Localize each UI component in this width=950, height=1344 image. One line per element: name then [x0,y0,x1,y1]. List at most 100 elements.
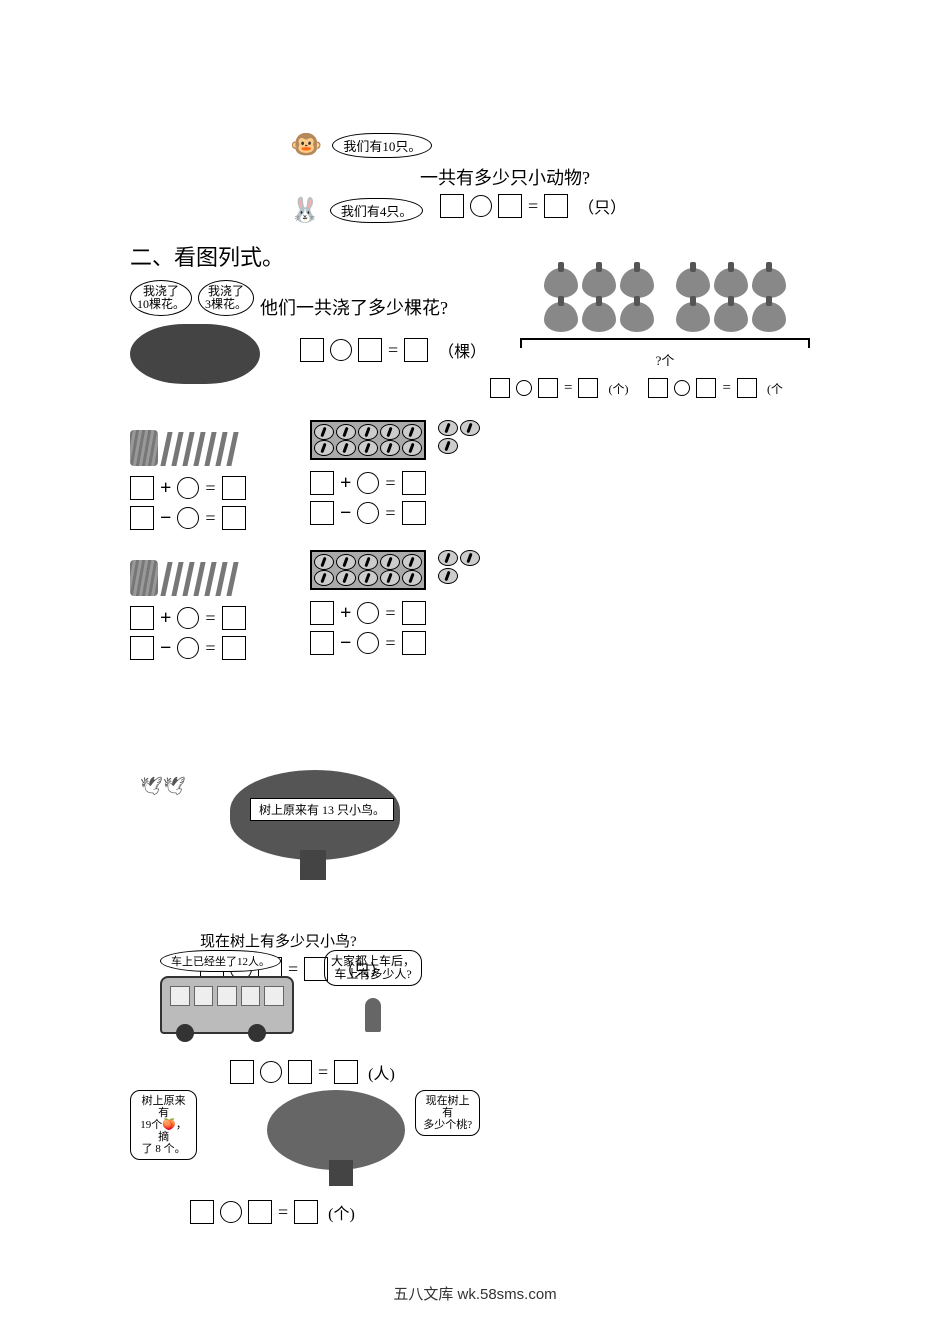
equation-line: −= [310,631,482,655]
blank-box[interactable] [696,378,716,398]
blank-op-circle[interactable] [177,637,199,659]
blank-op-circle[interactable] [177,607,199,629]
sticks-graphic [130,560,246,596]
peach-icon [752,302,786,332]
plus-sign: + [160,477,171,500]
minus-sign: − [160,637,171,660]
blank-box[interactable] [248,1200,272,1224]
bubble-text: 现在树上有 [426,1095,470,1119]
blank-box[interactable] [130,476,154,500]
section-title: 二、看图列式。 [130,240,284,272]
blank-box[interactable] [130,606,154,630]
stick-icon [204,432,216,466]
equation-line: = （只） [440,194,626,218]
flower-pot-icon [130,324,260,384]
blank-box[interactable] [578,378,598,398]
blank-box[interactable] [402,601,426,625]
bubble-text: 大家都上车后， [331,954,415,968]
stick-icon [171,432,183,466]
unit-label: （棵） [438,338,486,362]
blank-op-circle[interactable] [357,602,379,624]
unit-label: (个) [608,380,628,397]
equation-line: += [130,476,246,500]
blank-op-circle[interactable] [220,1201,242,1223]
equation-line: = (人) [230,1060,470,1084]
blank-box[interactable] [222,636,246,660]
equation-line: −= [130,506,246,530]
blank-box[interactable] [310,601,334,625]
blank-box[interactable] [300,338,324,362]
problem-beans: += −= [310,420,482,531]
bean-tray-icon [310,420,426,460]
peach-icon [544,302,578,332]
blank-box[interactable] [190,1200,214,1224]
problem-sticks: += −= [130,430,246,536]
equation-line: = (个) [190,1200,480,1224]
blank-op-circle[interactable] [516,380,532,396]
beans-graphic [310,550,482,591]
blank-op-circle[interactable] [470,195,492,217]
blank-box[interactable] [648,378,668,398]
speech-bubble: 我浇了 10棵花。 [130,280,192,316]
page-footer: 五八文库 wk.58sms.com [0,1283,950,1304]
monkey-icon: 🐵 [290,130,322,160]
stick-icon [182,432,194,466]
stick-icon [215,562,227,596]
blank-box[interactable] [737,378,757,398]
equals-sign: = [564,380,572,397]
equation-line: = (个) = (个 [490,378,783,398]
equals-sign: = [205,478,215,499]
blank-op-circle[interactable] [330,339,352,361]
question-text: 他们一共浇了多少棵花? [260,294,500,320]
equals-sign: = [385,633,395,654]
blank-box[interactable] [222,606,246,630]
blank-box[interactable] [440,194,464,218]
blank-op-circle[interactable] [177,507,199,529]
blank-box[interactable] [310,471,334,495]
blank-box[interactable] [222,506,246,530]
blank-box[interactable] [404,338,428,362]
peach-icon [582,302,616,332]
blank-box[interactable] [288,1060,312,1084]
problem-peaches: ?个 [500,268,830,369]
peach-row [500,302,830,332]
blank-op-circle[interactable] [260,1061,282,1083]
bubble-text: 我浇了 [143,284,179,298]
blank-box[interactable] [402,471,426,495]
blank-op-circle[interactable] [357,632,379,654]
blank-box[interactable] [402,501,426,525]
bubble-text: 树上原来有 [142,1095,186,1119]
blank-box[interactable] [130,636,154,660]
tree-info-label: 树上原来有 13 只小鸟。 [250,798,394,821]
speech-bubble: 车上已经坐了12人。 [160,950,281,972]
bubble-text: 10棵花。 [137,297,185,311]
stick-icon [160,432,172,466]
blank-box[interactable] [130,506,154,530]
blank-op-circle[interactable] [357,502,379,524]
blank-box[interactable] [498,194,522,218]
blank-op-circle[interactable] [674,380,690,396]
stick-icon [193,562,205,596]
blank-box[interactable] [490,378,510,398]
blank-box[interactable] [230,1060,254,1084]
blank-op-circle[interactable] [357,472,379,494]
equals-sign: = [205,638,215,659]
speech-bubble: 我们有4只。 [330,198,424,223]
blank-box[interactable] [310,501,334,525]
blank-box[interactable] [358,338,382,362]
equation-line: += [310,471,482,495]
blank-op-circle[interactable] [177,477,199,499]
stick-bundle-icon [130,560,158,596]
equals-sign: = [528,196,538,217]
equals-sign: = [278,1202,288,1223]
problem-animals: 🐵 我们有10只。 一共有多少只小动物? 🐰 我们有4只。 [290,130,810,235]
blank-box[interactable] [294,1200,318,1224]
blank-box[interactable] [544,194,568,218]
blank-box[interactable] [334,1060,358,1084]
peach-tree-icon [267,1090,405,1170]
blank-box[interactable] [402,631,426,655]
blank-box[interactable] [310,631,334,655]
blank-box[interactable] [538,378,558,398]
blank-box[interactable] [222,476,246,500]
problem-bus: 车上已经坐了12人。 大家都上车后， 车上有多少人? = (人) [160,950,470,1084]
